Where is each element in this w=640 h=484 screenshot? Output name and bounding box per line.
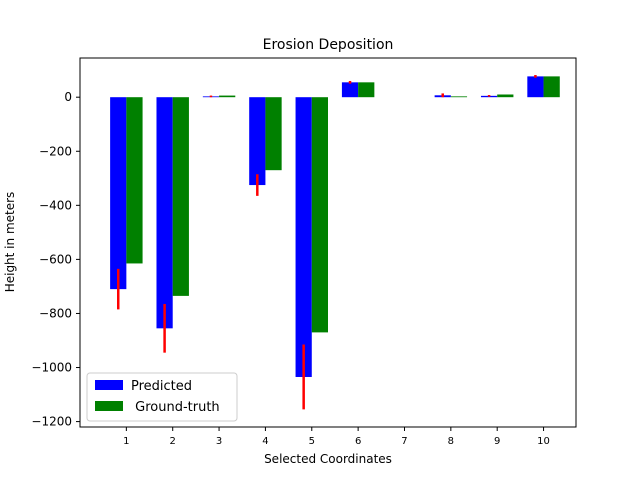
x-tick-label-6: 6: [355, 436, 361, 447]
x-tick-label-2: 2: [170, 436, 176, 447]
y-tick-label-0: 0: [64, 90, 72, 104]
bars-layer: [110, 76, 560, 377]
x-axis-label: Selected Coordinates: [264, 452, 392, 466]
bar-ground-truth-2: [172, 97, 189, 296]
bar-predicted-1: [110, 97, 127, 290]
y-axis-label: Height in meters: [3, 192, 17, 293]
y-tick-label-2: −400: [39, 198, 72, 212]
bar-ground-truth-5: [311, 97, 328, 333]
bar-ground-truth-6: [358, 82, 375, 98]
bar-predicted-5: [295, 97, 312, 377]
x-tick-label-7: 7: [401, 436, 407, 447]
bar-ground-truth-3: [219, 95, 236, 98]
legend-box: [86, 372, 238, 422]
y-tick-label-3: −600: [39, 252, 72, 266]
bar-ground-truth-10: [543, 76, 560, 98]
legend-label-predicted: Predicted: [131, 379, 192, 394]
x-tick-label-10: 10: [537, 436, 550, 447]
x-tick-label-1: 1: [123, 436, 129, 447]
bar-ground-truth-4: [265, 97, 282, 171]
y-tick-label-5: −1000: [31, 361, 72, 375]
chart-title: Erosion Deposition: [263, 37, 394, 53]
x-tick-label-4: 4: [262, 436, 268, 447]
legend: Predicted Ground-truth: [86, 372, 238, 422]
bar-predicted-10: [527, 76, 544, 98]
x-tick-label-5: 5: [309, 436, 315, 447]
bar-ground-truth-8: [450, 96, 468, 98]
x-tick-label-3: 3: [216, 436, 222, 447]
bar-ground-truth-1: [126, 97, 143, 264]
y-tick-label-1: −200: [39, 144, 72, 158]
legend-label-ground-truth: Ground-truth: [131, 400, 220, 415]
x-tick-label-9: 9: [494, 436, 500, 447]
y-tick-label-6: −1200: [31, 415, 72, 429]
bar-predicted-4: [249, 97, 266, 186]
axes-layer: 1 2 3 4 5 6 7 8 9 10 0 −200 −400 −600 −800 −1000 −1200: [31, 57, 577, 447]
bar-predicted-6: [341, 82, 359, 98]
y-tick-label-4: −800: [39, 306, 72, 320]
bar-ground-truth-9: [497, 94, 514, 98]
legend-swatch-ground-truth: [95, 401, 123, 411]
error-bars-layer: [116, 75, 537, 410]
legend-swatch-predicted: [95, 380, 123, 390]
bar-predicted-2: [156, 97, 173, 329]
plot-frame: [79, 57, 577, 428]
x-tick-label-8: 8: [448, 436, 454, 447]
